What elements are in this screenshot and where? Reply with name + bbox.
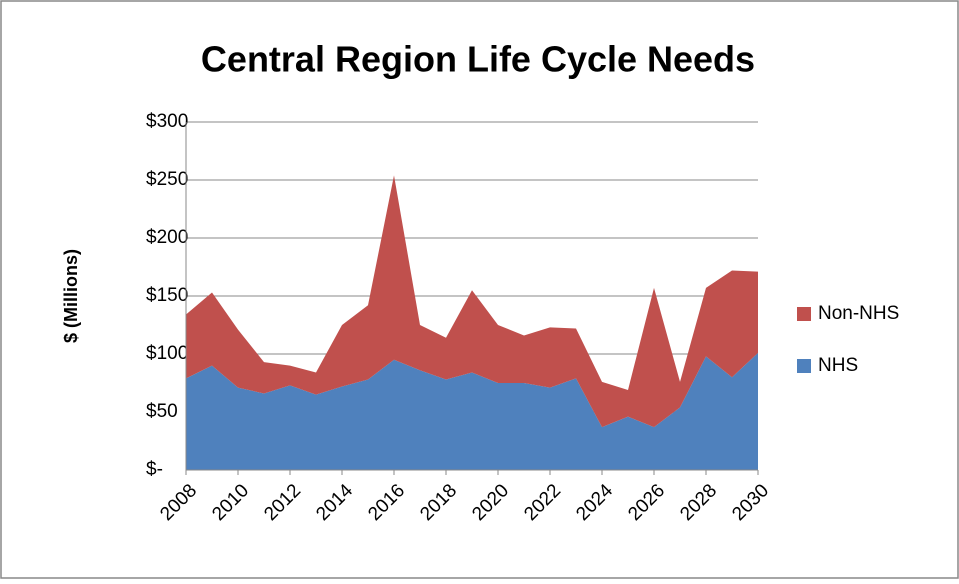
y-tick-label: $100 xyxy=(146,343,188,364)
legend-label: Non-NHS xyxy=(818,303,899,324)
area xyxy=(186,175,758,428)
y-tick-label: $150 xyxy=(146,285,188,306)
chart-title: Central Region Life Cycle Needs xyxy=(201,39,755,80)
area xyxy=(186,352,758,470)
legend-swatch xyxy=(797,359,811,373)
legend-swatch xyxy=(797,307,811,321)
legend-label: NHS xyxy=(818,355,858,376)
y-axis-title: $ (Millions) xyxy=(61,249,81,343)
y-tick-label: $- xyxy=(146,459,163,480)
y-tick-label: $250 xyxy=(146,169,188,190)
y-tick-label: $300 xyxy=(146,111,188,132)
y-tick-label: $50 xyxy=(146,401,178,422)
y-tick-label: $200 xyxy=(146,227,188,248)
